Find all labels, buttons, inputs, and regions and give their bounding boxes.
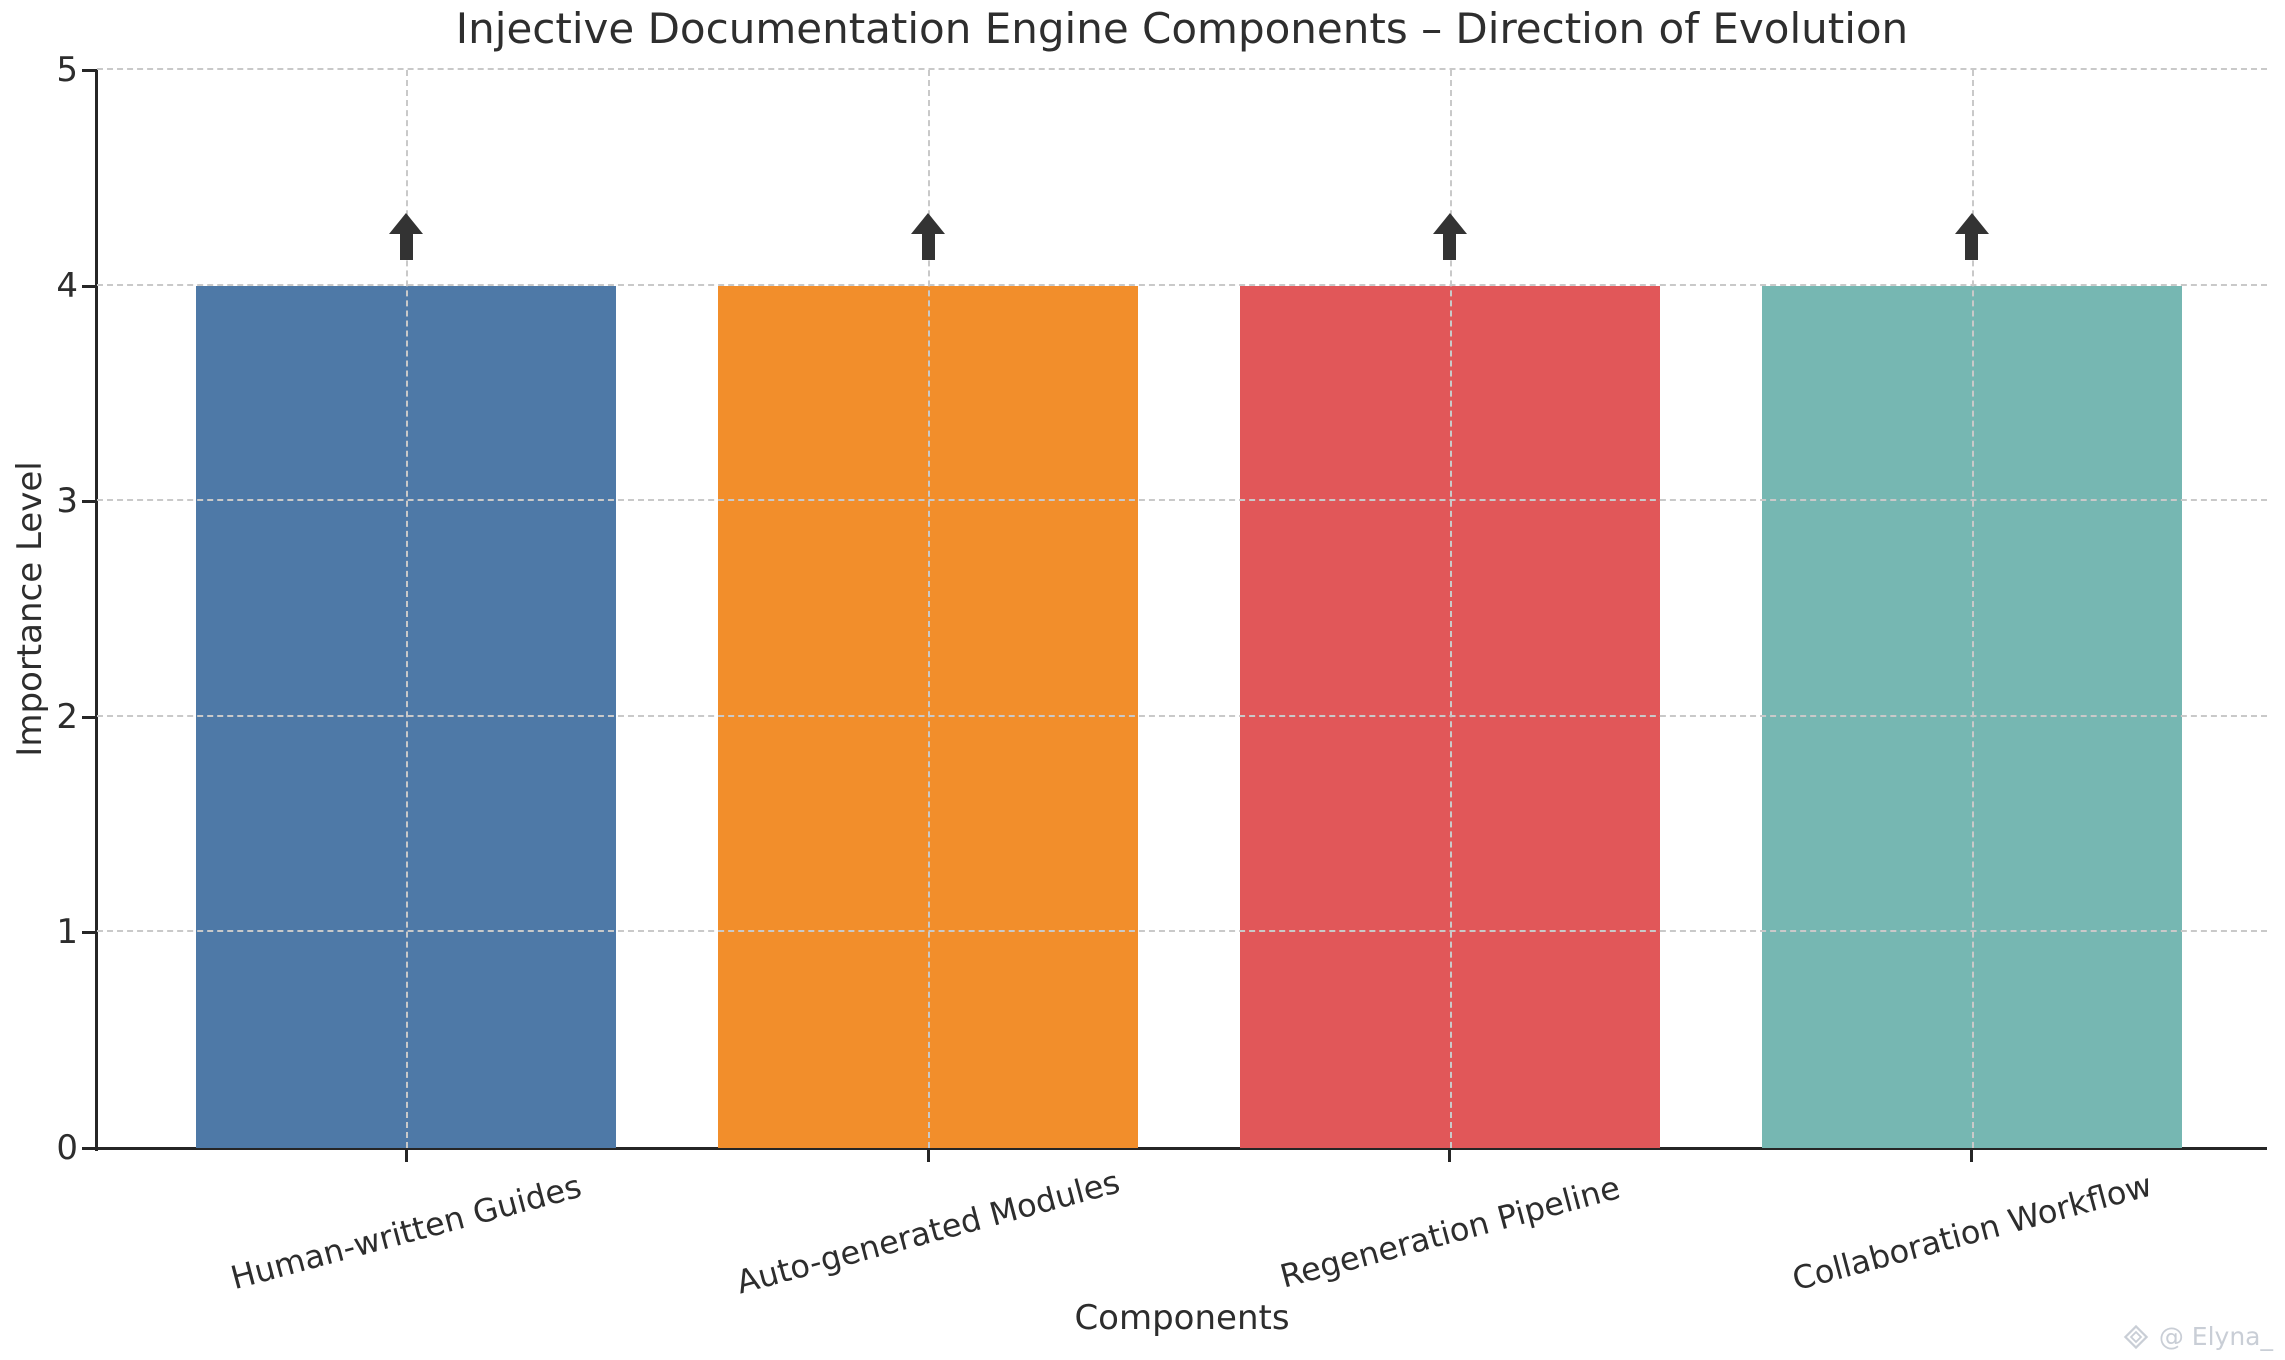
up-arrow-shaft [1443,233,1457,260]
v-gridline-3 [1971,70,1974,1148]
y-tick-mark-3 [82,500,96,504]
y-tick-mark-5 [82,69,96,72]
x-axis-label: Components [1074,1298,1290,1338]
h-gridline-1 [97,930,2267,933]
x-axis-spine [95,1147,2267,1150]
up-arrow-head [1432,212,1467,234]
up-arrow-head [1954,212,1989,234]
x-tick-label-collaboration-workflow: Collaboration Workflow [1788,1165,2156,1299]
up-arrow-shaft [1965,233,1979,260]
x-tick-label-human-written-guides: Human-written Guides [226,1166,586,1298]
y-tick-mark-0 [82,1147,96,1150]
diamond-logo-icon [2123,1324,2149,1350]
x-tick-label-regeneration-pipeline: Regeneration Pipeline [1276,1168,1624,1296]
y-tick-label: 1 [56,912,78,952]
x-tick-mark-3 [1970,1149,1974,1162]
x-tick-mark-1 [926,1149,930,1162]
up-arrow-icon [389,212,423,260]
chart-title: Injective Documentation Engine Component… [455,4,1909,53]
up-arrow-shaft [399,233,413,260]
watermark-text: @ Elyna_ [2158,1322,2273,1351]
up-arrow-head [389,212,423,234]
h-gridline-3 [97,499,2267,502]
y-tick-mark-2 [82,715,96,719]
y-axis-spine [95,69,98,1151]
y-tick-label: 3 [56,481,78,521]
v-gridline-2 [1449,70,1452,1148]
y-tick-mark-4 [82,284,96,288]
up-arrow-head [911,212,946,234]
up-arrow-icon [1954,212,1989,260]
h-gridline-4 [97,283,2267,286]
y-tick-label: 2 [56,697,78,737]
v-gridline-1 [928,70,931,1148]
x-tick-mark-0 [404,1149,408,1162]
y-tick-mark-1 [82,931,96,935]
y-tick-label: 4 [56,266,78,306]
h-gridline-5 [97,68,2267,70]
up-arrow-icon [1432,212,1467,260]
plot-area [97,68,2267,1148]
y-tick-label: 5 [56,50,78,90]
up-arrow-icon [911,212,946,260]
watermark: @ Elyna_ [2121,1322,2273,1352]
x-tick-mark-2 [1448,1149,1452,1162]
up-arrow-shaft [921,233,935,260]
h-gridline-2 [97,714,2267,717]
y-tick-label: 0 [56,1128,78,1168]
v-gridline-0 [406,70,408,1148]
x-tick-label-auto-generated-modules: Auto-generated Modules [732,1162,1124,1302]
